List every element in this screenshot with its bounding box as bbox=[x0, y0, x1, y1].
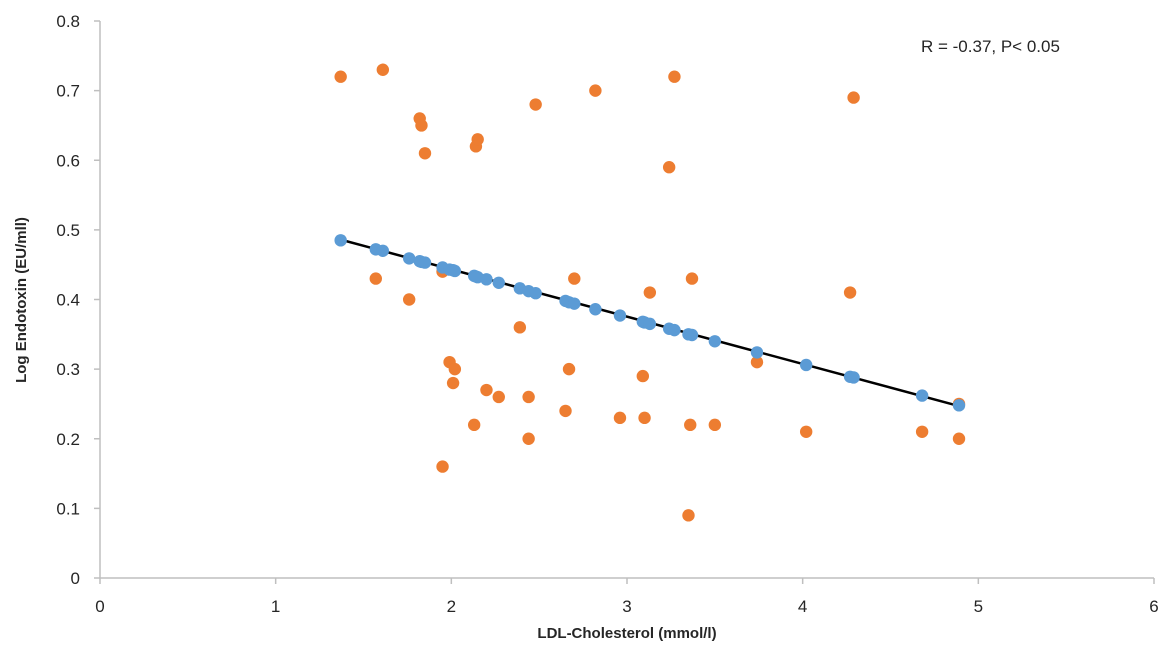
y-tick-label: 0.8 bbox=[56, 12, 80, 31]
observed-point bbox=[636, 369, 650, 383]
y-tick-label: 0.7 bbox=[56, 82, 80, 101]
fitted-point bbox=[589, 303, 602, 316]
observed-point bbox=[662, 161, 676, 174]
observed-point bbox=[613, 411, 627, 425]
y-tick-label: 0.4 bbox=[56, 291, 80, 310]
fitted-point bbox=[334, 234, 347, 247]
observed-point bbox=[480, 383, 493, 397]
fitted-point bbox=[847, 371, 860, 384]
fitted-point bbox=[402, 252, 416, 265]
observed-point bbox=[915, 425, 929, 438]
observed-point bbox=[668, 70, 681, 83]
x-tick-label: 3 bbox=[622, 597, 631, 616]
x-axis-title: LDL-Cholesterol (mmol/l) bbox=[537, 625, 716, 642]
y-tick-label: 0.5 bbox=[56, 221, 80, 240]
observed-point bbox=[402, 293, 416, 306]
points-layer bbox=[334, 63, 966, 522]
observed-point bbox=[750, 355, 764, 369]
fitted-point bbox=[613, 309, 627, 322]
observed-point bbox=[562, 362, 576, 376]
fitted-point bbox=[643, 317, 657, 331]
x-tick-label: 4 bbox=[798, 597, 807, 616]
observed-point bbox=[522, 432, 535, 445]
observed-point bbox=[467, 418, 481, 432]
fitted-point bbox=[492, 276, 505, 289]
fitted-point bbox=[952, 399, 966, 412]
fitted-point bbox=[685, 328, 699, 342]
observed-point bbox=[952, 432, 966, 445]
y-axis-title: Log Endotoxin (EU/mll) bbox=[13, 217, 30, 383]
y-tick-label: 0.6 bbox=[56, 151, 80, 170]
y-tick-label: 0.3 bbox=[56, 360, 80, 379]
observed-point bbox=[415, 119, 428, 132]
observed-point bbox=[638, 411, 651, 425]
labels-layer: R = -0.37, P< 0.05 LDL-Cholesterol (mmol… bbox=[13, 37, 1060, 642]
observed-point bbox=[799, 425, 813, 438]
observed-point bbox=[568, 272, 581, 285]
observed-point bbox=[682, 509, 695, 522]
observed-point bbox=[684, 418, 697, 432]
observed-point bbox=[471, 133, 484, 146]
x-tick-label: 0 bbox=[95, 597, 104, 616]
axes-layer: 0 0.1 0.2 0.3 0.4 0.5 0.6 0.7 0.8 0 1 2 3 4 5 6 bbox=[56, 12, 1158, 616]
x-tick-label: 5 bbox=[974, 597, 983, 616]
observed-point bbox=[529, 98, 542, 111]
y-tick-label: 0.1 bbox=[56, 499, 80, 518]
fitted-point bbox=[529, 287, 542, 300]
fitted-point bbox=[376, 244, 390, 257]
observed-point bbox=[589, 84, 602, 97]
observed-point bbox=[513, 321, 527, 334]
observed-point bbox=[708, 418, 722, 432]
fitted-point bbox=[568, 297, 581, 310]
observed-point bbox=[334, 70, 347, 83]
fitted-point bbox=[915, 389, 929, 402]
fitted-point bbox=[708, 335, 722, 348]
correlation-annotation: R = -0.37, P< 0.05 bbox=[921, 37, 1060, 56]
y-tick-label: 0.2 bbox=[56, 430, 80, 449]
fitted-series bbox=[334, 234, 966, 412]
fitted-point bbox=[418, 256, 432, 269]
observed-point bbox=[376, 63, 390, 76]
observed-series bbox=[334, 63, 966, 522]
fitted-point bbox=[480, 273, 493, 286]
observed-point bbox=[685, 272, 699, 285]
fitted-point bbox=[799, 358, 813, 372]
observed-point bbox=[448, 362, 462, 376]
observed-point bbox=[522, 390, 535, 404]
observed-point bbox=[847, 91, 860, 104]
observed-point bbox=[369, 272, 382, 285]
observed-point bbox=[559, 404, 572, 418]
observed-point bbox=[446, 376, 460, 390]
x-tick-label: 1 bbox=[271, 597, 280, 616]
fitted-point bbox=[448, 264, 462, 278]
y-tick-label: 0 bbox=[71, 569, 80, 588]
fitted-point bbox=[668, 323, 681, 337]
fitted-point bbox=[750, 346, 764, 359]
x-tick-label: 2 bbox=[447, 597, 456, 616]
observed-point bbox=[643, 286, 657, 299]
x-tick-label: 6 bbox=[1149, 597, 1158, 616]
observed-point bbox=[436, 460, 449, 473]
observed-point bbox=[418, 147, 432, 160]
observed-point bbox=[492, 390, 505, 404]
observed-point bbox=[843, 286, 857, 299]
